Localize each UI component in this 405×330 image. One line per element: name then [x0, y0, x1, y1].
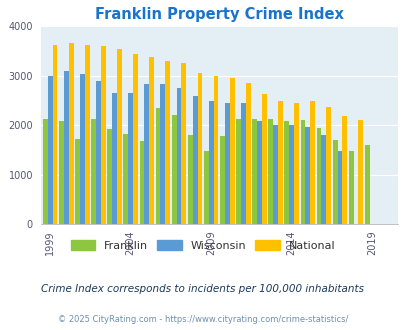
Bar: [144, 84, 149, 224]
Bar: [348, 150, 353, 224]
Bar: [284, 121, 288, 224]
Bar: [85, 45, 90, 224]
Bar: [155, 108, 160, 224]
Bar: [192, 96, 197, 224]
Bar: [229, 78, 234, 224]
Bar: [123, 134, 128, 224]
Bar: [133, 54, 138, 224]
Bar: [220, 136, 224, 224]
Bar: [241, 103, 245, 224]
Bar: [197, 74, 202, 224]
Bar: [288, 125, 293, 224]
Bar: [261, 94, 266, 224]
Bar: [107, 129, 112, 224]
Bar: [203, 150, 208, 224]
Bar: [364, 145, 369, 224]
Bar: [188, 135, 192, 224]
Bar: [208, 101, 213, 224]
Bar: [128, 93, 133, 224]
Bar: [112, 93, 117, 224]
Bar: [160, 84, 165, 224]
Bar: [332, 140, 337, 224]
Title: Franklin Property Crime Index: Franklin Property Crime Index: [95, 8, 343, 22]
Bar: [181, 63, 186, 224]
Bar: [59, 121, 64, 224]
Bar: [300, 120, 305, 224]
Bar: [277, 101, 282, 224]
Bar: [48, 76, 53, 224]
Bar: [213, 76, 218, 224]
Bar: [149, 57, 153, 224]
Bar: [176, 88, 181, 224]
Bar: [326, 107, 330, 224]
Bar: [268, 119, 273, 224]
Bar: [252, 119, 256, 224]
Bar: [321, 135, 326, 224]
Bar: [236, 119, 241, 224]
Bar: [101, 46, 106, 224]
Bar: [316, 128, 321, 224]
Legend: Franklin, Wisconsin, National: Franklin, Wisconsin, National: [71, 240, 334, 250]
Bar: [358, 120, 362, 224]
Bar: [68, 43, 73, 224]
Bar: [165, 61, 170, 224]
Bar: [305, 127, 309, 224]
Bar: [64, 71, 68, 224]
Bar: [256, 121, 261, 224]
Text: Crime Index corresponds to incidents per 100,000 inhabitants: Crime Index corresponds to incidents per…: [41, 284, 364, 294]
Bar: [309, 101, 314, 224]
Bar: [117, 49, 121, 224]
Bar: [341, 115, 346, 224]
Bar: [91, 119, 96, 224]
Bar: [43, 119, 48, 224]
Bar: [53, 45, 58, 224]
Bar: [171, 115, 176, 224]
Bar: [224, 103, 229, 224]
Bar: [293, 103, 298, 224]
Bar: [273, 125, 277, 224]
Bar: [245, 83, 250, 224]
Bar: [139, 141, 144, 224]
Bar: [75, 139, 80, 224]
Bar: [96, 82, 101, 224]
Bar: [80, 74, 85, 224]
Text: © 2025 CityRating.com - https://www.cityrating.com/crime-statistics/: © 2025 CityRating.com - https://www.city…: [58, 315, 347, 324]
Bar: [337, 150, 341, 224]
